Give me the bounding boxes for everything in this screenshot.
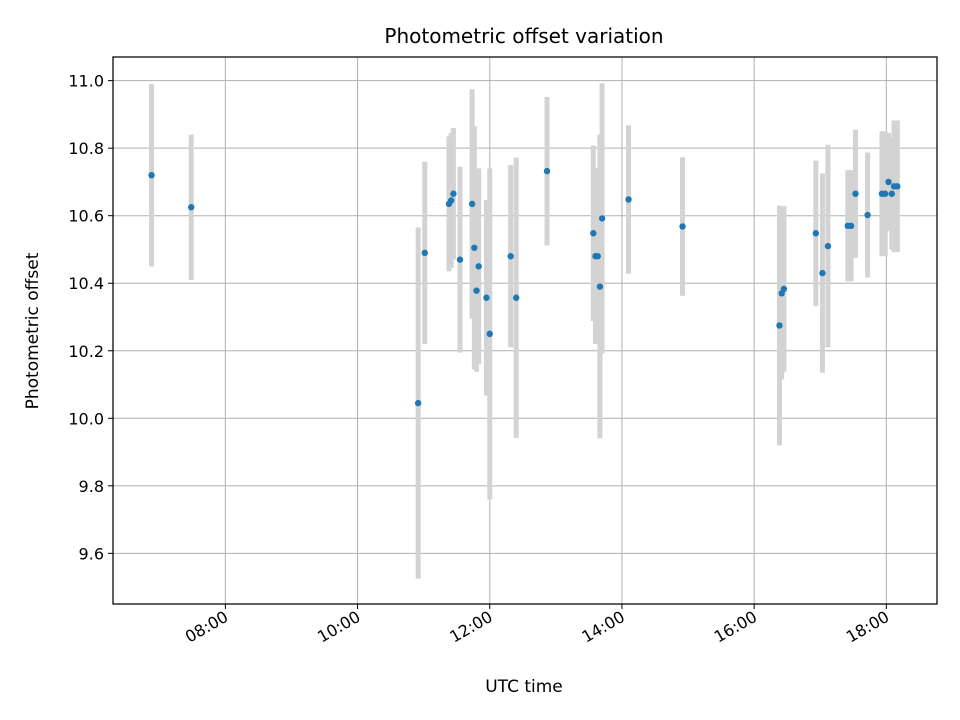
data-point: [598, 215, 606, 222]
y-axis: 9.6 9.8 10.0 10.2 10.4 10.6 10.8 11.0: [68, 72, 113, 563]
data-point: [625, 196, 632, 203]
data-point: [414, 399, 422, 407]
data-point: [885, 178, 892, 186]
y-tick-label: 10.2: [68, 342, 104, 361]
data-point: [888, 190, 896, 197]
data-point: [421, 249, 428, 257]
data-point: [468, 200, 476, 208]
y-tick-label: 9.8: [79, 477, 104, 496]
data-point: [776, 322, 783, 329]
y-tick-label: 10.4: [68, 274, 104, 293]
data-point: [894, 183, 901, 190]
data-point: [824, 242, 832, 250]
y-tick-label: 10.6: [68, 207, 104, 226]
data-point: [882, 190, 889, 197]
data-point: [594, 253, 601, 260]
data-point: [596, 283, 604, 290]
data-point: [447, 197, 455, 204]
data-point: [864, 211, 871, 219]
data-point: [148, 171, 155, 179]
data-point: [819, 269, 826, 277]
data-point: [852, 190, 859, 197]
data-point: [475, 263, 482, 270]
data-point: [450, 190, 457, 197]
data-point: [512, 294, 520, 301]
y-tick-label: 10.0: [68, 409, 104, 428]
y-tick-label: 11.0: [68, 72, 104, 91]
data-point: [847, 222, 855, 230]
data-point: [780, 285, 788, 293]
data-point: [486, 330, 493, 338]
data-point: [456, 256, 464, 263]
data-points: [148, 167, 901, 407]
data-point: [188, 204, 195, 211]
data-point: [812, 230, 820, 237]
y-tick-label: 10.8: [68, 139, 104, 158]
plot-frame: [112, 56, 938, 605]
data-point: [507, 253, 514, 260]
chart-title: Photometric offset variation: [384, 24, 663, 48]
data-point: [543, 167, 551, 175]
data-point: [590, 230, 597, 237]
data-point: [679, 223, 686, 230]
y-axis-label: Photometric offset: [23, 252, 43, 409]
data-point: [483, 294, 490, 301]
y-tick-label: 9.6: [79, 544, 104, 563]
data-point: [471, 244, 478, 251]
data-point: [473, 287, 480, 294]
x-axis-label: UTC time: [485, 677, 563, 697]
